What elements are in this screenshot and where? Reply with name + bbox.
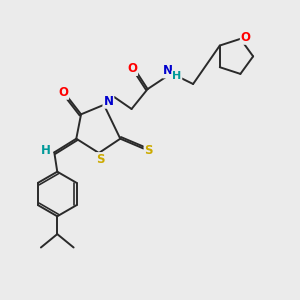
Text: H: H [172, 71, 182, 81]
Text: S: S [96, 153, 105, 166]
Text: O: O [241, 31, 251, 44]
Text: N: N [163, 64, 173, 77]
Text: H: H [41, 144, 51, 158]
Text: S: S [145, 143, 153, 157]
Text: O: O [58, 86, 68, 99]
Text: N: N [103, 95, 113, 108]
Text: O: O [127, 62, 137, 75]
